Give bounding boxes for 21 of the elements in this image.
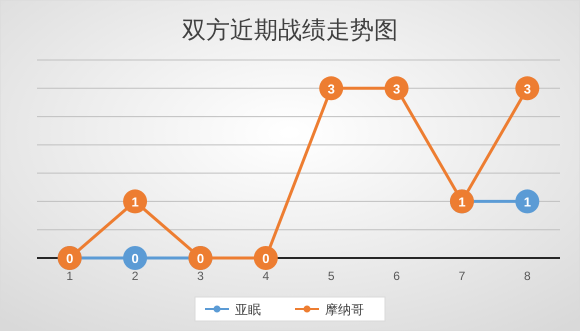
data-label: 3 (328, 81, 335, 96)
data-label: 0 (66, 251, 74, 266)
data-label: 3 (524, 81, 531, 96)
chart-title: 双方近期战绩走势图 (182, 17, 398, 44)
data-label: 1 (131, 194, 139, 210)
x-tick-label: 6 (393, 269, 400, 283)
data-label: 1 (458, 194, 466, 210)
x-tick-label: 8 (524, 269, 531, 283)
x-tick-label: 2 (132, 269, 139, 283)
x-tick-label: 1 (66, 269, 74, 283)
legend-label: 摩纳哥 (325, 302, 364, 317)
x-tick-label: 3 (197, 269, 204, 283)
data-label: 0 (196, 251, 204, 266)
x-tick-label: 4 (262, 269, 270, 283)
x-tick-label: 7 (458, 269, 466, 283)
legend-label: 亚眠 (235, 302, 261, 317)
data-label: 3 (392, 81, 400, 96)
data-label: 1 (524, 194, 531, 210)
x-tick-label: 5 (328, 269, 335, 283)
data-label: 0 (262, 251, 270, 266)
data-label: 0 (131, 251, 139, 266)
